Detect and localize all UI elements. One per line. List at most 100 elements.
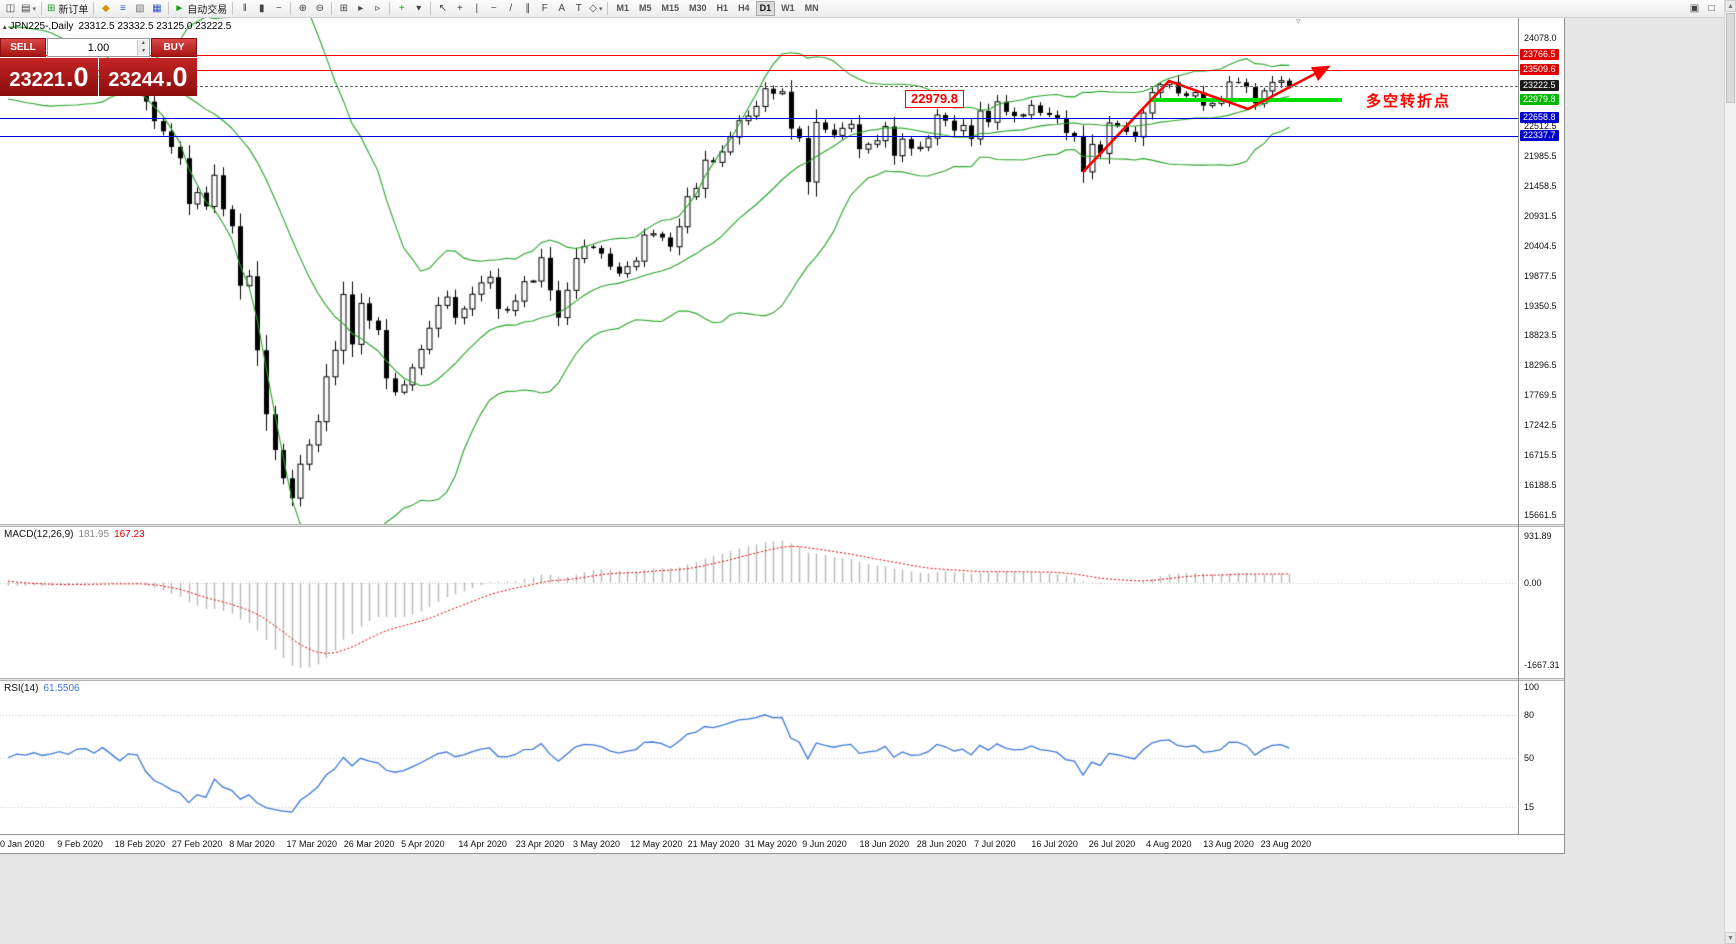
vertical-line-button[interactable]: | [468, 1, 485, 17]
spinner-down-icon[interactable]: ▾ [141, 48, 145, 54]
chart-objects-layer: 22979.8 多空转折点 ▿ [0, 18, 1518, 524]
rsi-indicator-name: RSI(14) [4, 683, 39, 694]
macd-axis-label: -1667.31 [1524, 660, 1560, 671]
chart-profiles-dropdown-icon[interactable]: ▾ [32, 5, 36, 13]
price-chart-canvas[interactable] [0, 18, 1518, 524]
date-axis-label: 23 Apr 2020 [515, 839, 565, 849]
timeframe-w1-button[interactable]: W1 [777, 1, 799, 16]
timeframe-mn-button[interactable]: MN [801, 1, 823, 16]
date-axis-label: 0 Jan 2020 [0, 839, 45, 849]
crosshair-icon: + [456, 2, 463, 14]
pane-splitter-macd[interactable] [0, 524, 1564, 527]
timeframe-m15-button[interactable]: M15 [658, 1, 684, 16]
timeframe-m30-button[interactable]: M30 [685, 1, 711, 16]
macd-axis-label: 931.89 [1524, 531, 1552, 542]
arrows-button[interactable]: ◇ ▾ [587, 1, 604, 17]
text-label-button[interactable]: T [570, 1, 587, 17]
macd-indicator-name: MACD(12,26,9) [4, 529, 74, 540]
macd-pane-canvas[interactable] [0, 527, 1518, 678]
arrows-dropdown-icon[interactable]: ▾ [598, 5, 603, 13]
metaeditor-button[interactable]: ◆ [97, 1, 114, 17]
price-axis-label: 16715.5 [1524, 449, 1557, 460]
new-chart-button[interactable]: ◫ [2, 1, 19, 17]
date-axis-label: 27 Feb 2020 [171, 839, 223, 849]
chart-shift-marker-icon[interactable]: ▿ [1296, 18, 1301, 26]
scrollbar-thumb[interactable] [1726, 13, 1735, 103]
vertical-scrollbar[interactable]: ▲ ▼ [1724, 0, 1736, 944]
sell-price-box[interactable]: 23221 .0 [0, 58, 98, 96]
navigator-button[interactable]: ▧ [131, 1, 148, 17]
support-line[interactable] [0, 118, 1518, 119]
support-line[interactable] [0, 136, 1518, 137]
zoom-out-button[interactable]: ⊖ [311, 1, 328, 17]
buy-price-main: 23244 [108, 69, 165, 91]
buy-price-box[interactable]: 23244 .0 [99, 58, 197, 96]
market-watch-button[interactable]: ≡ [114, 1, 131, 17]
date-axis-label: 23 Aug 2020 [1260, 839, 1312, 849]
metaeditor-icon: ◆ [102, 2, 110, 14]
price-axis[interactable]: 24078.0 22512.5 21985.5 21458.5 20931.5 20404… [1519, 18, 1564, 524]
toolbar-separator [93, 2, 95, 15]
date-axis-label: 26 Mar 2020 [343, 839, 395, 849]
price-axis-badge: 23509.6 [1520, 63, 1559, 75]
timeframe-m1-button[interactable]: M1 [612, 1, 633, 16]
timeframe-d1-button[interactable]: D1 [755, 1, 776, 16]
price-axis-label: 22512.5 [1524, 121, 1557, 132]
timeframe-m5-button[interactable]: M5 [635, 1, 656, 16]
new-order-button[interactable]: ⊞ 新订单 [45, 1, 90, 17]
timeframe-h4-button[interactable]: H4 [734, 1, 754, 16]
price-axis-badge: 23766.5 [1520, 49, 1559, 61]
scroll-up-icon[interactable]: ▲ [1725, 0, 1736, 12]
toolbar-separator [290, 2, 292, 15]
trend-arrow-annotation[interactable] [0, 18, 1518, 524]
resistance-line[interactable] [0, 55, 1518, 56]
navigator-icon: ▧ [135, 2, 145, 14]
resistance-line[interactable] [0, 70, 1518, 71]
new-chart-icon: ◫ [5, 2, 16, 14]
zoom-in-button[interactable]: ⊕ [294, 1, 311, 17]
sell-button[interactable]: SELL [0, 38, 46, 57]
fibonacci-button[interactable]: F [536, 1, 553, 17]
trendline-button[interactable]: / [502, 1, 519, 17]
pivot-text-annotation[interactable]: 多空转折点 [1366, 93, 1452, 110]
horizontal-line-button[interactable]: − [485, 1, 502, 17]
line-chart-button[interactable]: ~ [270, 1, 287, 17]
chart-shift-button[interactable]: ▹ [369, 1, 386, 17]
pivot-level-line[interactable] [1150, 97, 1342, 102]
indicators-button[interactable]: + [393, 1, 410, 17]
text-button[interactable]: A [553, 1, 570, 17]
print-preview-button[interactable]: □ [1703, 1, 1720, 17]
crosshair-button[interactable]: + [451, 1, 468, 17]
rsi-pane-canvas[interactable] [0, 681, 1518, 834]
date-axis-label: 12 May 2020 [630, 839, 683, 849]
timeframe-h1-button[interactable]: H1 [713, 1, 733, 16]
pane-splitter-rsi[interactable] [0, 678, 1564, 681]
volume-input[interactable]: 1.00 ▴ ▾ [47, 38, 150, 57]
terminal-button[interactable]: ▦ [148, 1, 165, 17]
price-level-annotation[interactable]: 22979.8 [905, 90, 964, 108]
scroll-down-icon[interactable]: ▼ [1725, 932, 1736, 944]
candlestick-chart-button[interactable]: ▮ [253, 1, 270, 17]
print-button[interactable]: ▣ [1686, 1, 1703, 17]
auto-scroll-button[interactable]: ▸ [352, 1, 369, 17]
cursor-button[interactable]: ↖ [434, 1, 451, 17]
date-axis-label: 21 May 2020 [687, 839, 740, 849]
one-click-toggle-icon[interactable]: ▴ [3, 24, 7, 31]
fibonacci-icon: F [541, 2, 548, 14]
chart-profiles-button[interactable]: ▤ ▾ [19, 1, 38, 17]
buy-button[interactable]: BUY [151, 38, 197, 57]
autotrading-button[interactable]: ► 自动交易 [172, 1, 229, 17]
channel-button[interactable]: ∥ [519, 1, 536, 17]
indicator-list-button[interactable]: ▾ [410, 1, 427, 17]
volume-spinner[interactable]: ▴ ▾ [137, 40, 148, 55]
autotrading-icon: ► [174, 2, 185, 14]
price-axis-label: 19877.5 [1524, 270, 1557, 281]
price-axis-badge: 22337.7 [1520, 130, 1559, 142]
tile-windows-button[interactable]: ⊞ [335, 1, 352, 17]
spinner-up-icon[interactable]: ▴ [141, 40, 145, 46]
bar-chart-button[interactable]: ‖ [236, 1, 253, 17]
price-axis-border [1518, 18, 1519, 834]
time-axis[interactable]: 0 Jan 2020 9 Feb 2020 18 Feb 2020 27 Feb 20… [0, 834, 1564, 853]
current-price-line[interactable] [0, 86, 1518, 87]
